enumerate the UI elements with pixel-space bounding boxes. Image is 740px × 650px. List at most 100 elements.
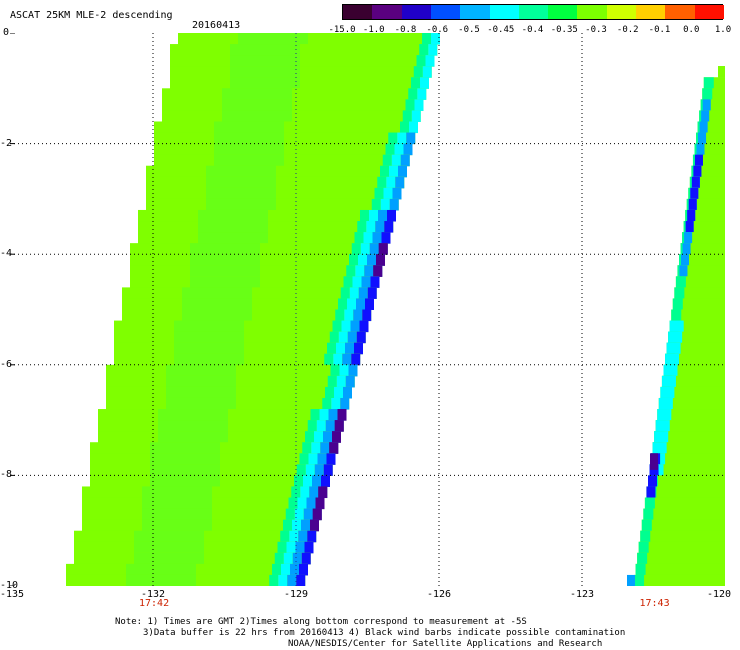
swath-cell: [355, 265, 365, 277]
swath-cell: [684, 232, 693, 244]
swath-cell: [319, 409, 329, 421]
swath-cell: [198, 221, 268, 233]
swath-cell: [206, 165, 276, 178]
swath-cell: [405, 99, 415, 111]
swath-cell: [668, 331, 683, 344]
swath-cell: [431, 33, 440, 45]
swath-cell: [344, 309, 354, 322]
swath-cell: [665, 353, 725, 366]
swath-cell: [655, 420, 670, 432]
swath-cell: [380, 165, 389, 178]
swath-cell: [648, 475, 657, 487]
swath-cell: [336, 342, 345, 355]
swath-cell: [666, 342, 725, 355]
swath-cell: [326, 453, 336, 465]
swath-cell: [142, 497, 212, 510]
swath-cell: [419, 44, 429, 56]
swath-cell: [190, 243, 260, 255]
swath-cell: [351, 353, 361, 366]
swath-cell: [650, 453, 658, 470]
swath-cell: [371, 198, 381, 211]
swath-cell: [134, 541, 204, 554]
swath-cell: [166, 397, 236, 410]
swath-cell: [303, 508, 313, 521]
swath-cell: [406, 132, 416, 145]
swath-cell: [646, 486, 656, 499]
swath-cell: [398, 165, 407, 178]
swath-cell: [349, 287, 359, 299]
swath-cell: [328, 409, 338, 421]
swath-cell: [362, 309, 372, 322]
swath-cell: [162, 88, 427, 100]
colorbar-swatch: [577, 5, 608, 19]
swath-cell: [174, 342, 244, 355]
colorbar-swatch: [518, 5, 549, 19]
swath-cell: [694, 154, 703, 167]
map-plot: [10, 33, 725, 586]
swath-cell: [381, 232, 391, 244]
swath-cell: [206, 187, 276, 200]
swath-cell: [285, 508, 295, 521]
swath-cell: [230, 66, 300, 78]
swath-cell: [686, 198, 725, 211]
swath-cell: [333, 353, 343, 366]
swath-cell: [387, 209, 396, 222]
swath-cell: [142, 486, 212, 499]
swath-cell: [288, 497, 298, 510]
colorbar-tick-label: -1.0: [362, 25, 385, 35]
swath-cell: [280, 530, 290, 543]
swath-cell: [230, 44, 300, 56]
pass-time-label: 17:43: [639, 598, 670, 609]
swath-cell: [198, 232, 268, 244]
swath-cell: [182, 309, 252, 322]
swath-cell: [350, 320, 360, 333]
swath-cell: [643, 508, 725, 521]
swath-cell: [331, 397, 341, 410]
swath-cell: [294, 475, 303, 487]
swath-cell: [330, 364, 340, 377]
swath-cell: [699, 110, 725, 122]
swath-cell: [359, 320, 369, 333]
swath-cell: [422, 66, 432, 78]
swath-cell: [693, 165, 702, 178]
swath-cell: [182, 298, 252, 310]
swath-cell: [394, 143, 404, 156]
swath-cell: [638, 541, 649, 554]
swath-cell: [682, 243, 691, 255]
swath-cell: [397, 132, 407, 145]
note-line-3: NOAA/NESDIS/Center for Satellite Applica…: [288, 639, 603, 649]
swath-cell: [348, 364, 358, 377]
swath-cell: [402, 110, 412, 122]
swath-cell: [400, 154, 410, 167]
swath-cell: [658, 397, 673, 410]
swath-cell: [238, 33, 308, 45]
swath-cell: [346, 265, 356, 277]
colorbar-tick-label: 1.0: [714, 25, 732, 35]
latitude-tick-label: 0: [3, 27, 10, 38]
colorbar-tick-label: 0.0: [683, 25, 700, 35]
swath-cell: [338, 331, 348, 344]
swath-cell: [162, 99, 424, 111]
note-line-2: 3)Data buffer is 22 hrs from 20160413 4)…: [143, 628, 626, 638]
longitude-tick-label: -135: [0, 589, 25, 600]
swath-cell: [672, 298, 683, 310]
swath-cell: [310, 409, 320, 421]
note-line-1: Note: 1) Times are GMT 2)Times along bot…: [115, 617, 527, 627]
product-date: 20160413: [192, 20, 241, 31]
swath-cell: [146, 165, 407, 178]
swath-cell: [351, 243, 361, 255]
swath-cell: [700, 99, 725, 111]
swath-cell: [372, 232, 382, 244]
swath-cell: [222, 99, 292, 111]
swath-cell: [425, 55, 435, 67]
swath-cell: [310, 519, 319, 532]
swath-cell: [403, 143, 413, 156]
colorbar-swatch: [430, 5, 461, 19]
swath-cell: [190, 254, 260, 266]
swath-cell: [408, 88, 418, 100]
swath-cell: [694, 143, 725, 156]
swath-cell: [154, 132, 416, 145]
swath-cell: [360, 209, 369, 222]
swath-cell: [353, 309, 363, 322]
swath-cell: [666, 342, 681, 355]
